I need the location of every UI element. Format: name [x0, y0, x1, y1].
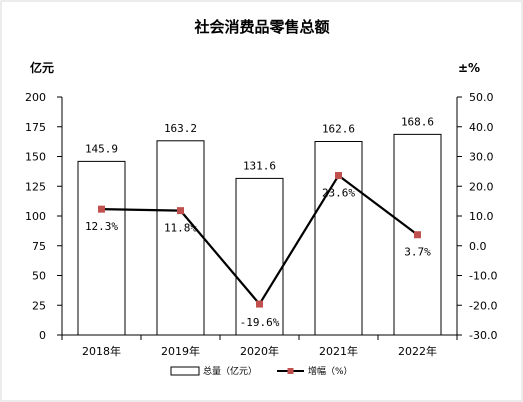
bar-value-label: 162.6: [322, 123, 355, 136]
chart-title: 社会消费品零售总额: [193, 18, 329, 36]
bar: [77, 160, 126, 336]
bar: [156, 140, 205, 336]
right-axis-tick-label: -20.0: [469, 299, 497, 312]
left-axis-unit: 亿元: [30, 60, 54, 75]
right-axis-tick-label: -30.0: [469, 329, 497, 342]
x-axis-tick-label: 2021年: [319, 344, 358, 358]
growth-value-label: 23.6%: [322, 187, 355, 200]
bar: [235, 177, 284, 336]
right-axis-tick-label: 50.0: [469, 91, 494, 104]
growth-point: [414, 231, 421, 239]
right-axis-tick-label: 10.0: [469, 210, 494, 223]
right-axis-tick-label: 0.0: [469, 240, 487, 253]
left-axis-tick-label: 100: [25, 210, 46, 223]
left-axis-tick-label: 50: [32, 270, 46, 283]
legend: 总量（亿元） 增幅（%）: [170, 365, 353, 377]
left-axis-tick-label: 200: [25, 91, 46, 104]
bar-value-label: 168.6: [401, 115, 434, 128]
left-axis-tick-label: 175: [25, 121, 46, 134]
growth-value-label: 12.3%: [85, 220, 118, 233]
x-axis-tick-label: 2022年: [398, 344, 437, 358]
bar-value-label: 145.9: [85, 142, 118, 155]
bar: [314, 141, 363, 336]
left-axis-tick-label: 25: [32, 299, 46, 312]
right-axis-tick-label: 20.0: [469, 180, 494, 193]
legend-bar-label: 总量（亿元）: [203, 365, 257, 377]
legend-line-label: 增幅（%）: [308, 365, 353, 377]
bar-value-label: 163.2: [164, 122, 197, 135]
right-axis-tick-label: -10.0: [469, 270, 497, 283]
bar-value-label: 131.6: [243, 159, 276, 172]
growth-point: [256, 300, 263, 308]
right-axis-tick-label: 30.0: [469, 151, 494, 164]
legend-line-marker: [287, 368, 294, 374]
legend-bar-swatch: [170, 366, 200, 376]
growth-point: [335, 172, 342, 180]
growth-point: [177, 207, 184, 215]
x-axis-tick-label: 2019年: [161, 344, 200, 358]
x-axis-tick-label: 2018年: [82, 344, 121, 358]
left-axis-tick-label: 150: [25, 151, 46, 164]
left-axis-tick-label: 0: [39, 329, 46, 342]
growth-value-label: 3.7%: [404, 246, 431, 259]
left-axis-tick-label: 125: [25, 180, 46, 193]
right-axis-tick-label: 40.0: [469, 121, 494, 134]
right-axis-unit: ±%: [458, 61, 480, 75]
left-axis-tick-label: 75: [32, 240, 46, 253]
plot-area: 0 25 50 75 100 125 150 175 200 -30.0 -20.0 -10.0 0.0…: [25, 91, 497, 358]
x-axis-tick-label: 2020年: [240, 344, 279, 358]
growth-value-label: 11.8%: [164, 222, 197, 235]
growth-point: [98, 205, 105, 213]
growth-value-label: -19.6%: [240, 316, 280, 329]
